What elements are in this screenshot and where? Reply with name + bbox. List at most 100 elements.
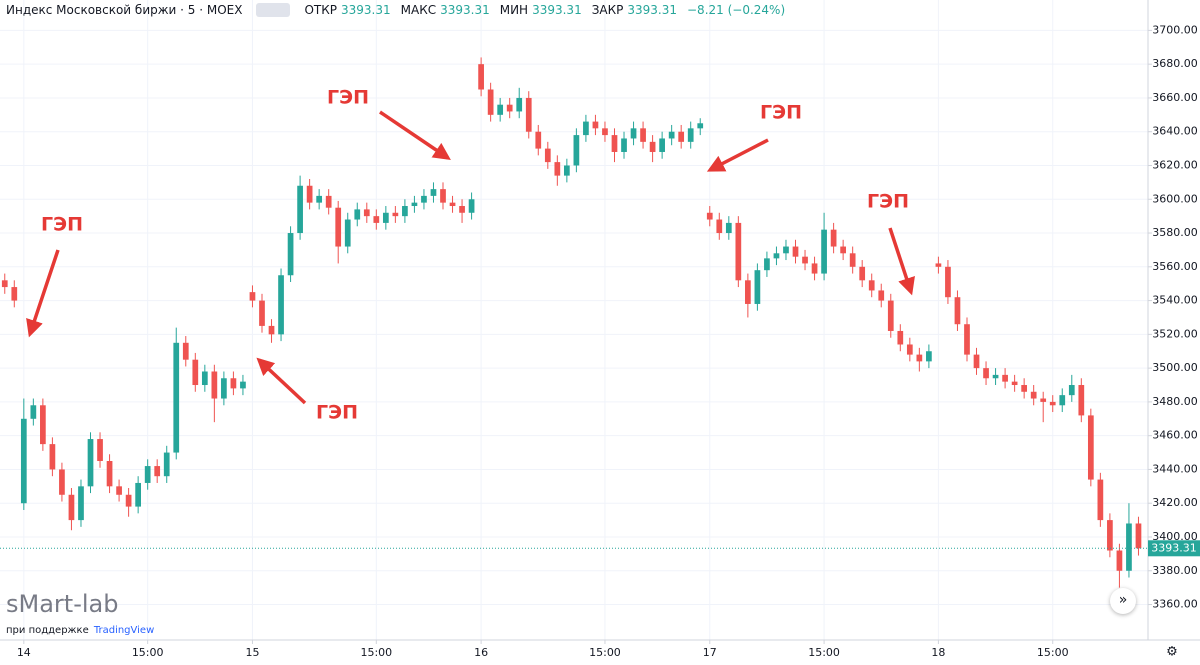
- candle-body: [1059, 395, 1066, 406]
- support-text: при поддержке: [6, 625, 89, 636]
- candle-body: [306, 185, 313, 203]
- y-tick-label: 3420.00: [1152, 496, 1198, 509]
- candle-body: [878, 290, 885, 301]
- candle-body: [182, 342, 189, 360]
- y-tick-label: 3500.00: [1152, 361, 1198, 374]
- scroll-button[interactable]: »: [1110, 588, 1136, 614]
- candle-body: [20, 418, 27, 504]
- candle-body: [335, 207, 342, 247]
- y-tick-label: 3540.00: [1152, 294, 1198, 307]
- candle-body: [430, 189, 437, 196]
- candle-body: [945, 266, 951, 298]
- candle-body: [201, 371, 208, 386]
- candle-body: [173, 342, 180, 453]
- candle-body: [706, 212, 713, 220]
- last-price-box: [1148, 540, 1200, 557]
- candle-body: [535, 131, 542, 149]
- candle-body: [1135, 523, 1142, 549]
- y-tick-label: 3700.00: [1152, 23, 1198, 36]
- x-tick-label: 16: [474, 646, 488, 659]
- candle-body: [230, 378, 237, 389]
- candle-body: [783, 246, 789, 254]
- y-tick-label: 3480.00: [1152, 395, 1198, 408]
- x-tick-label: 17: [703, 646, 717, 659]
- candle-body: [935, 263, 942, 267]
- candle-body: [725, 222, 732, 234]
- y-tick-label: 3560.00: [1152, 260, 1198, 273]
- candle-body: [792, 246, 799, 257]
- candle-body: [154, 466, 161, 477]
- candle-body: [392, 212, 399, 217]
- candle-body: [764, 258, 770, 271]
- x-tick-label: 14: [17, 646, 31, 659]
- stat-value: 3393.31: [627, 3, 677, 17]
- candle-body: [468, 199, 475, 213]
- candle-body: [687, 128, 694, 142]
- y-tick-label: 3680.00: [1152, 57, 1198, 70]
- candle-body: [906, 344, 913, 355]
- candle-body: [249, 292, 256, 301]
- x-tick-label: 18: [931, 646, 945, 659]
- arrow: [706, 138, 769, 172]
- candle-body: [821, 229, 827, 274]
- candle-body: [506, 104, 513, 112]
- candle-body: [211, 371, 218, 399]
- candle-body: [106, 461, 113, 487]
- candle-body: [344, 219, 351, 247]
- y-tick-label: 3640.00: [1152, 125, 1198, 138]
- x-tick-label: 15: [245, 646, 259, 659]
- toggle-chip[interactable]: [256, 3, 291, 17]
- candle-body: [1040, 398, 1047, 402]
- candle-body: [78, 486, 84, 521]
- annotation: ГЭП: [760, 102, 802, 124]
- candle-body: [221, 378, 227, 399]
- x-tick-label: 15:00: [132, 646, 164, 659]
- candle-body: [611, 135, 618, 152]
- candle-body: [659, 138, 665, 152]
- candle-body: [668, 131, 675, 139]
- candle-body: [1049, 401, 1056, 406]
- candle-body: [449, 202, 456, 207]
- y-tick-label: 3600.00: [1152, 192, 1198, 205]
- watermark: sMart-lab при поддержке TradingView: [6, 590, 154, 637]
- candle-body: [40, 405, 46, 445]
- candle-body: [1068, 385, 1075, 396]
- candle-body: [916, 354, 923, 362]
- y-tick-label: 3460.00: [1152, 429, 1198, 442]
- settings-icon[interactable]: ⚙: [1166, 645, 1178, 660]
- candle-body: [459, 206, 465, 213]
- candle-body: [163, 452, 170, 477]
- candle-body: [973, 354, 980, 369]
- candle-body: [1107, 520, 1113, 551]
- candle-body: [621, 138, 627, 152]
- candle-body: [1030, 391, 1037, 399]
- candle-body: [525, 97, 532, 132]
- candle-body: [1, 280, 8, 288]
- candle-body: [278, 275, 284, 335]
- y-tick-label: 3660.00: [1152, 91, 1198, 104]
- candle-body: [592, 121, 599, 129]
- arrow: [888, 227, 915, 296]
- annotation: ГЭП: [327, 87, 369, 109]
- candle-body: [325, 195, 332, 208]
- candle-body: [135, 482, 141, 507]
- candle-body: [268, 325, 275, 335]
- candle-body: [811, 263, 818, 274]
- candle-body: [897, 330, 904, 345]
- arrow: [26, 249, 60, 338]
- annotation: ГЭП: [316, 402, 358, 424]
- arrow: [379, 110, 451, 160]
- candle-body: [382, 212, 389, 223]
- candle-body: [259, 300, 265, 326]
- change: −8.21 (−0.24%): [687, 3, 786, 17]
- candle-body: [802, 256, 808, 264]
- y-tick-label: 3520.00: [1152, 327, 1198, 340]
- candle-body: [745, 280, 751, 304]
- candle-body: [1097, 479, 1104, 521]
- arrow: [256, 357, 307, 405]
- y-tick-label: 3580.00: [1152, 226, 1198, 239]
- candle-body: [354, 209, 361, 220]
- candle-body: [849, 253, 856, 267]
- candle-body: [573, 135, 580, 166]
